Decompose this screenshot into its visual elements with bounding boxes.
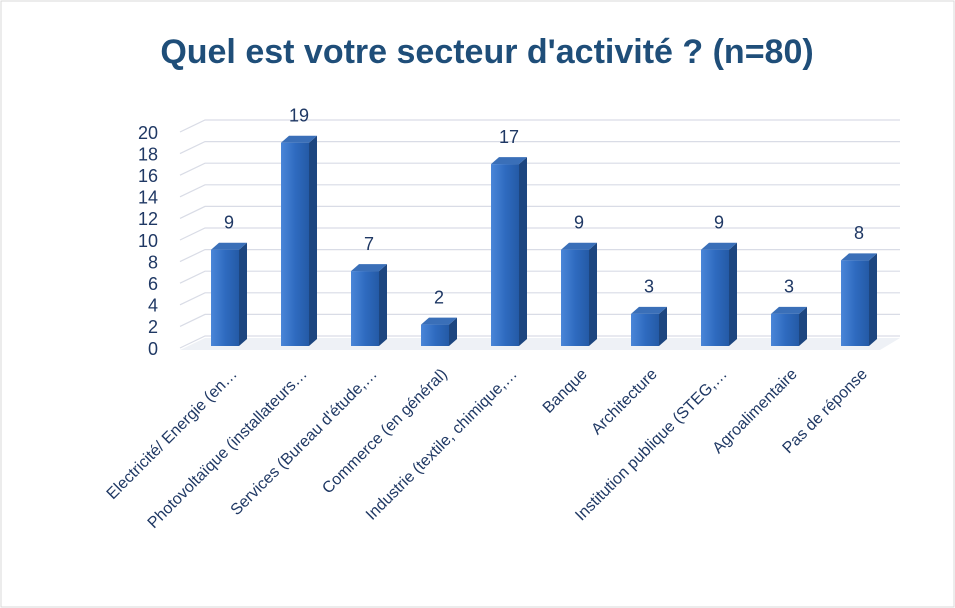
bar [281, 135, 317, 346]
y-tick-label: 12 [138, 209, 158, 229]
grid-line [179, 205, 900, 219]
bar-front [421, 324, 449, 346]
bar-top [841, 253, 877, 261]
y-tick-label: 2 [148, 317, 158, 337]
grid-line [179, 249, 900, 263]
bar-top [421, 317, 457, 325]
grid-line [179, 313, 900, 327]
data-label: 7 [364, 234, 374, 254]
bar-side [449, 317, 457, 346]
bar [351, 264, 387, 346]
grid-line [179, 162, 900, 176]
bar-front [631, 313, 659, 346]
bar [491, 157, 527, 346]
y-tick-label: 14 [138, 188, 158, 208]
bar-front [281, 142, 309, 346]
bar-top [281, 135, 317, 143]
bar-side [799, 306, 807, 346]
grid-line [179, 270, 900, 284]
bar-side [659, 306, 667, 346]
data-label: 9 [714, 212, 724, 232]
bar [211, 242, 247, 346]
chart-title: Quel est votre secteur d'activité ? (n=8… [160, 33, 813, 71]
bar-front [771, 313, 799, 346]
bar-front [491, 164, 519, 346]
grid-line [179, 292, 900, 306]
y-tick-label: 8 [148, 252, 158, 272]
y-tick-label: 0 [148, 339, 158, 359]
data-label: 19 [289, 105, 309, 125]
data-label: 17 [499, 127, 519, 147]
bar-top [351, 264, 387, 272]
y-tick-label: 20 [138, 123, 158, 143]
y-tick-label: 16 [138, 166, 158, 186]
bar-top [491, 157, 527, 165]
y-tick-label: 18 [138, 144, 158, 164]
bar-side [729, 242, 737, 346]
bar-front [841, 260, 869, 346]
data-label: 3 [644, 277, 654, 297]
bar [631, 306, 667, 346]
grid-line [179, 335, 900, 349]
y-tick-label: 10 [138, 231, 158, 251]
bar [421, 317, 457, 346]
bar [771, 306, 807, 346]
bar-top [631, 306, 667, 314]
bar [701, 242, 737, 346]
bar-top [211, 242, 247, 250]
data-label: 3 [784, 277, 794, 297]
bar-top [771, 306, 807, 314]
grid-line [179, 227, 900, 241]
data-label: 8 [854, 223, 864, 243]
bar-side [239, 242, 247, 346]
bar-top [561, 242, 597, 250]
bar [561, 242, 597, 346]
data-label: 9 [224, 212, 234, 232]
bar-side [589, 242, 597, 346]
bar [841, 253, 877, 346]
data-label: 9 [574, 212, 584, 232]
bar-side [519, 157, 527, 346]
bar-top [701, 242, 737, 250]
bar-side [309, 135, 317, 346]
grid-line [179, 184, 900, 198]
bar-front [561, 249, 589, 346]
bar-side [379, 264, 387, 346]
bar-front [701, 249, 729, 346]
y-tick-label: 6 [148, 274, 158, 294]
bar-front [211, 249, 239, 346]
grid-line [179, 141, 900, 155]
y-tick-label: 4 [148, 296, 158, 316]
grid-line [179, 119, 900, 133]
bar-front [351, 271, 379, 346]
bar-side [869, 253, 877, 346]
data-label: 2 [434, 287, 444, 307]
